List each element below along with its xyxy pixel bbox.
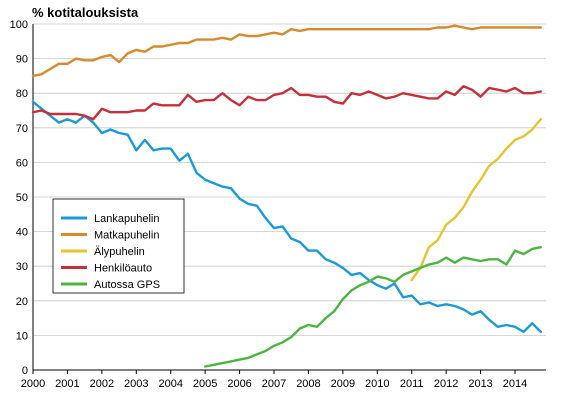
legend-label: Lankapuhelin <box>94 213 159 225</box>
x-tick-label: 2002 <box>90 378 114 390</box>
y-tick-label: 80 <box>16 88 28 100</box>
axes: 0 10 20 30 40 50 60 70 80 90 100 2000 2001 2002 2003 20… <box>10 19 546 390</box>
x-tick-label: 2000 <box>21 378 45 390</box>
legend-label: Autossa GPS <box>94 279 160 291</box>
y-tick-label: 0 <box>22 365 28 377</box>
x-tick-label: 2008 <box>296 378 320 390</box>
legend-label: Henkilöauto <box>94 263 152 275</box>
x-tick-label: 2011 <box>400 378 424 390</box>
y-tick-label: 50 <box>16 192 28 204</box>
x-tick-label: 2014 <box>503 378 527 390</box>
y-tick-label: 90 <box>16 54 28 66</box>
y-tick-label: 20 <box>16 296 28 308</box>
series-line-4 <box>31 85 542 121</box>
series-line-1 <box>31 100 542 334</box>
y-axis-label: % kotitalouksista <box>32 5 139 20</box>
x-tick-label: 2003 <box>124 378 148 390</box>
y-tick-label: 10 <box>16 330 28 342</box>
x-tick-label: 2012 <box>434 378 458 390</box>
y-tick-label: 40 <box>16 227 28 239</box>
x-tick-label: 2004 <box>158 378 182 390</box>
x-tick-label: 2013 <box>468 378 492 390</box>
x-tick-label: 2006 <box>227 378 251 390</box>
x-tick-label: 2009 <box>331 378 355 390</box>
series-line-5 <box>203 246 542 368</box>
legend-label: Älypuhelin <box>94 246 145 258</box>
x-tick-label: 2005 <box>193 378 217 390</box>
series-group <box>31 24 542 368</box>
y-tick-label: 60 <box>16 157 28 169</box>
grid <box>33 23 546 371</box>
x-tick-label: 2001 <box>55 378 79 390</box>
legend-label: Matkapuhelin <box>94 230 159 242</box>
x-tick-label: 2007 <box>262 378 286 390</box>
y-tick-label: 30 <box>16 261 28 273</box>
y-tick-label: 70 <box>16 123 28 135</box>
y-tick-label: 100 <box>10 19 28 31</box>
series-line-3 <box>410 118 542 282</box>
legend-box <box>52 198 185 294</box>
series-line-2 <box>31 24 542 78</box>
legend: Lankapuhelin Matkapuhelin Älypuhelin Henkil… <box>52 198 185 294</box>
x-tick-label: 2010 <box>365 378 389 390</box>
